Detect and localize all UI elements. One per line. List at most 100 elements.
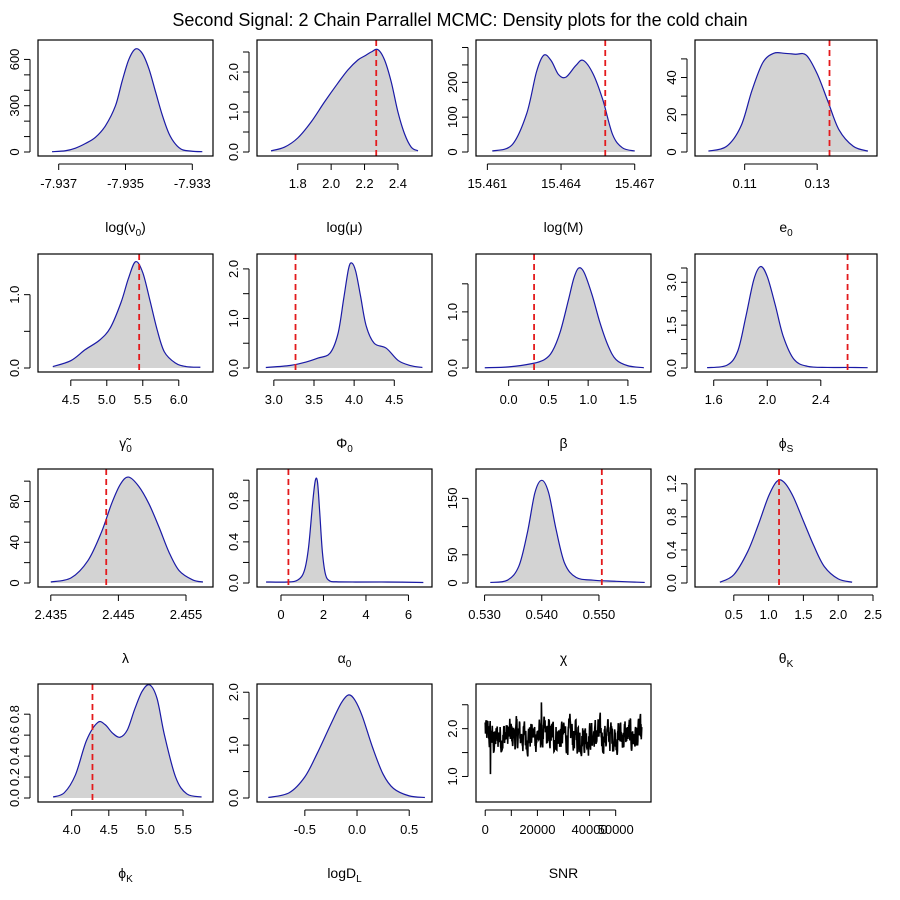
density-fill <box>271 49 418 152</box>
x-axis-label: θK <box>779 650 794 670</box>
x-tick-label: 0.13 <box>805 176 830 191</box>
panel-4: 0.11 0.13 0 20 40 e0 <box>664 39 878 239</box>
density-curve <box>706 265 868 369</box>
y-tick-label: 2.0 <box>226 683 241 701</box>
x-tick-label: 0.5 <box>400 822 418 837</box>
x-tick-label: 20000 <box>519 822 555 837</box>
y-tick-label: 0.8 <box>226 492 241 510</box>
density-curve <box>490 479 645 584</box>
y-tick-label: 0.0 <box>226 359 241 377</box>
x-tick-label: 6.0 <box>170 392 188 407</box>
y-tick-label: 100 <box>445 106 460 128</box>
x-axis-label: λ <box>122 650 129 666</box>
x-tick-label: 0.540 <box>525 607 558 622</box>
y-tick-label: 0.0 <box>226 789 241 807</box>
x-tick-label: 2.0 <box>758 392 776 407</box>
panel-12: 0.5 1.0 1.5 2.0 2.5 0.0 0.4 0.8 1.2 θK <box>664 468 882 670</box>
density-curve <box>52 260 201 368</box>
x-tick-label: 4 <box>362 607 369 622</box>
x-tick-label: 2.435 <box>35 607 68 622</box>
x-tick-label: 6 <box>405 607 412 622</box>
x-tick-label: 5.5 <box>134 392 152 407</box>
y-tick-label: 0.0 <box>7 789 22 807</box>
x-tick-label: 2.445 <box>102 607 135 622</box>
plot-frame <box>475 683 652 803</box>
y-tick-label: 0.0 <box>7 359 22 377</box>
x-tick-label: -7.933 <box>174 176 211 191</box>
y-tick-label: 300 <box>7 95 22 117</box>
y-tick-label: 0.0 <box>664 359 679 377</box>
panel-13: 4.0 4.5 5.0 5.5 0.0 0.2 0.4 0.6 0.8 ϕK <box>7 683 214 885</box>
x-tick-label: -7.937 <box>40 176 77 191</box>
y-tick-label: 0 <box>445 579 460 586</box>
y-tick-label: 1.0 <box>226 736 241 754</box>
density-curve <box>719 479 853 583</box>
y-tick-label: 0 <box>445 148 460 155</box>
plot-frame <box>694 39 878 157</box>
y-tick-label: 1.0 <box>7 286 22 304</box>
x-tick-label: 1.5 <box>794 607 812 622</box>
x-tick-label: 15.461 <box>467 176 507 191</box>
y-tick-label: 40 <box>664 70 679 84</box>
x-axis-label: Φ0 <box>336 435 353 455</box>
x-tick-label: -7.935 <box>107 176 144 191</box>
panel-7: 0.0 0.5 1.0 1.5 0.0 1.0 β <box>445 253 652 451</box>
y-tick-label: 0.8 <box>664 508 679 526</box>
y-tick-label: 1.0 <box>226 309 241 327</box>
panel-9: 2.435 2.445 2.455 0 40 80 λ <box>7 468 214 666</box>
density-curve <box>268 694 425 799</box>
x-tick-label: 15.464 <box>541 176 581 191</box>
y-tick-label: 0.8 <box>7 705 22 723</box>
density-fill <box>719 479 853 583</box>
panel-3: 15.461 15.464 15.467 0 100 200 log(M) <box>445 39 655 235</box>
x-axis-label: γ̃0 <box>119 435 132 455</box>
y-tick-label: 3.0 <box>664 273 679 291</box>
y-tick-label: 1.0 <box>445 767 460 785</box>
x-tick-label: 0.530 <box>468 607 501 622</box>
plot-frame <box>256 683 433 803</box>
y-tick-label: 150 <box>445 488 460 510</box>
x-tick-label: 1.5 <box>619 392 637 407</box>
x-tick-label: 2.0 <box>322 176 340 191</box>
y-tick-label: 0.4 <box>226 533 241 551</box>
y-tick-label: 40 <box>7 535 22 549</box>
x-axis-label: log(M) <box>544 219 584 235</box>
y-tick-label: 1.2 <box>664 475 679 493</box>
x-tick-label: 5.5 <box>174 822 192 837</box>
x-tick-label: 3.0 <box>265 392 283 407</box>
x-axis-label: logDL <box>327 865 362 885</box>
x-tick-label: 0.11 <box>733 176 757 191</box>
density-fill <box>50 477 203 583</box>
density-curve <box>52 684 202 798</box>
x-tick-label: 2 <box>320 607 327 622</box>
y-tick-label: 2.0 <box>226 63 241 81</box>
y-tick-label: 0.4 <box>7 747 22 765</box>
y-tick-label: 1.5 <box>664 316 679 334</box>
x-axis-label: log(μ) <box>326 219 362 235</box>
density-curve <box>266 477 424 584</box>
snr-trace <box>484 702 643 775</box>
x-axis-label: α0 <box>338 650 352 670</box>
density-fill <box>53 684 202 798</box>
x-tick-label: 40000 <box>572 822 608 837</box>
plot-frame <box>694 468 878 588</box>
y-tick-label: 0.0 <box>445 359 460 377</box>
density-curve <box>708 51 869 152</box>
y-tick-label: 0 <box>7 579 22 586</box>
y-tick-label: 600 <box>7 49 22 71</box>
y-tick-label: 2.0 <box>226 260 241 278</box>
density-fill <box>268 694 425 798</box>
plot-frame <box>475 253 652 373</box>
y-tick-label: 0.0 <box>226 143 241 161</box>
density-curve <box>265 262 423 369</box>
panel-2: 1.8 2.0 2.2 2.4 0.0 1.0 2.0 log(μ) <box>226 39 433 235</box>
plot-frame <box>256 39 433 157</box>
density-fill <box>266 478 424 583</box>
x-tick-label: 1.8 <box>289 176 307 191</box>
x-tick-label: 2.2 <box>356 176 374 191</box>
plot-frame <box>694 253 878 373</box>
x-tick-label: 1.6 <box>705 392 723 407</box>
